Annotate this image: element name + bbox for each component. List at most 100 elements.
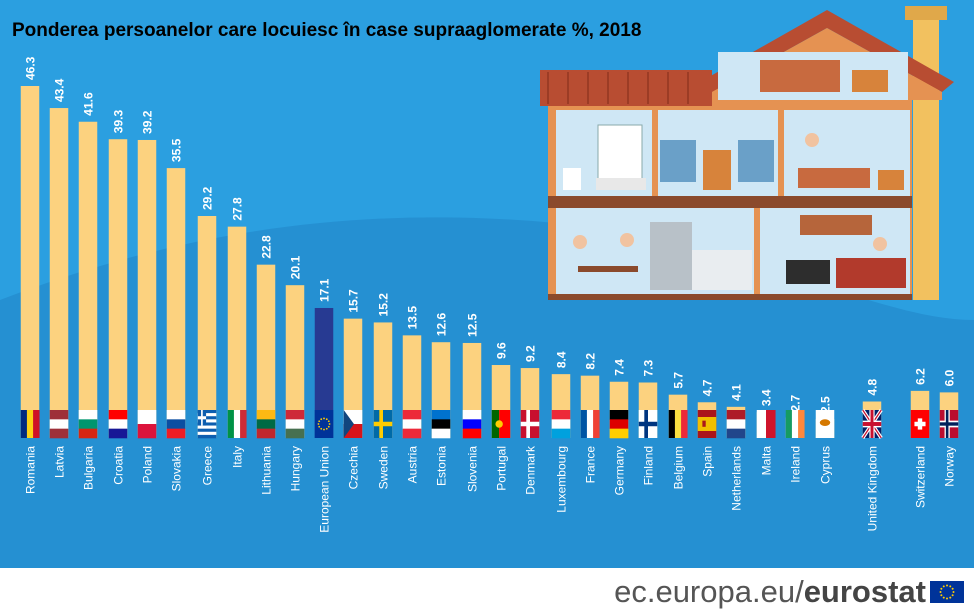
footer: ec.europa.eu/eurostat [0,568,974,616]
flag-switzerland-icon [910,410,930,438]
eurostat-link[interactable]: ec.europa.eu/eurostat [614,574,926,610]
category-label-hungary: Hungary [289,446,303,491]
flag-romania-icon [20,410,40,438]
category-label-slovakia: Slovakia [170,446,184,492]
flag-european-union-icon [314,410,334,438]
value-label-luxembourg: 8.4 [555,351,569,368]
bar-sweden [373,322,393,438]
bar-bulgaria [78,121,98,438]
value-label-belgium: 5.7 [672,372,686,389]
category-label-italy: Italy [231,446,245,468]
flag-slovenia-icon [462,410,482,439]
value-label-austria: 13.5 [406,306,420,330]
value-label-croatia: 39.3 [112,110,126,134]
flag-austria-icon [402,410,422,439]
category-label-poland: Poland [141,446,155,483]
flag-slovakia-icon [166,410,186,439]
flag-ireland-icon [785,410,805,438]
flag-united-kingdom-icon [861,409,883,439]
category-label-germany: Germany [613,446,627,495]
category-label-bulgaria: Bulgaria [82,446,96,490]
category-label-estonia: Estonia [435,446,449,486]
flag-portugal-icon [491,410,511,438]
flag-denmark-icon [520,410,540,438]
flag-czechia-icon [343,410,363,438]
category-label-cyprus: Cyprus [819,446,833,484]
value-label-bulgaria: 41.6 [82,92,96,116]
category-label-ireland: Ireland [789,446,803,483]
flag-lithuania-icon [256,410,276,439]
bar-european-union [314,307,334,438]
bar-romania [20,86,40,438]
value-label-european-union: 17.1 [318,278,332,302]
category-label-norway: Norway [943,446,957,487]
value-label-sweden: 15.2 [377,293,391,317]
value-label-lithuania: 22.8 [260,235,274,259]
bar-poland [137,139,157,439]
flag-latvia-icon [49,410,69,439]
value-label-spain: 4.7 [701,379,715,396]
value-label-denmark: 9.2 [524,345,538,362]
value-label-romania: 46.3 [24,56,38,80]
category-label-denmark: Denmark [524,445,538,495]
value-label-poland: 39.2 [141,110,155,134]
category-label-luxembourg: Luxembourg [555,446,569,513]
category-label-spain: Spain [701,446,715,477]
bar-greece [197,216,217,438]
value-label-estonia: 12.6 [435,313,449,337]
footer-brand: eurostat [803,574,926,609]
bar-czechia [343,318,363,438]
flag-hungary-icon [285,410,305,439]
value-label-france: 8.2 [584,353,598,370]
value-label-italy: 27.8 [231,197,245,221]
category-label-croatia: Croatia [112,446,126,485]
flag-malta-icon [756,410,776,438]
bar-lithuania [256,264,276,438]
category-label-czechia: Czechia [347,446,361,490]
value-label-ireland: 2.7 [789,394,803,411]
value-label-slovenia: 12.5 [466,313,480,337]
value-label-portugal: 9.6 [495,342,509,359]
category-label-switzerland: Switzerland [914,446,928,508]
value-label-germany: 7.4 [613,359,627,376]
value-label-slovakia: 35.5 [170,138,184,162]
value-label-malta: 3.4 [760,389,774,406]
value-label-cyprus: 2.5 [819,396,833,413]
bar-slovakia [166,168,186,439]
flag-finland-icon [638,410,658,438]
category-label-belgium: Belgium [672,446,686,489]
category-label-greece: Greece [201,446,215,486]
value-label-hungary: 20.1 [289,256,303,280]
flag-norway-icon [939,410,959,438]
bar-croatia [108,139,128,438]
value-label-norway: 6.0 [943,369,957,386]
value-label-switzerland: 6.2 [914,368,928,385]
value-label-greece: 29.2 [201,186,215,210]
flag-france-icon [580,410,600,438]
eu-flag-icon [930,581,964,603]
category-label-france: France [584,446,598,484]
flag-spain-icon [697,410,717,438]
value-label-czechia: 15.7 [347,289,361,313]
bar-chart: 46.3 43.4 41.6 39.3 39.2 35.5 29.2 27.8 22.8 20.1… [0,6,974,568]
category-label-portugal: Portugal [495,446,509,491]
flag-estonia-icon [431,410,451,439]
flag-germany-icon [609,410,629,439]
flag-netherlands-icon [726,410,746,439]
category-label-lithuania: Lithuania [260,446,274,495]
category-label-malta: Malta [760,446,774,476]
flag-poland-icon [137,410,157,439]
category-label-slovenia: Slovenia [466,446,480,492]
chart-title: Ponderea persoanelor care locuiesc în ca… [12,20,642,41]
value-label-netherlands: 4.1 [730,384,744,401]
flag-greece-icon [197,410,217,439]
bar-hungary [285,285,305,438]
bar-italy [227,226,247,438]
category-label-austria: Austria [406,446,420,484]
category-label-european-union: European Union [318,446,332,533]
category-label-romania: Romania [24,446,38,494]
flag-luxembourg-icon [551,410,571,439]
value-label-finland: 7.3 [642,359,656,376]
category-label-finland: Finland [642,446,656,485]
value-label-united-kingdom: 4.8 [866,378,880,395]
